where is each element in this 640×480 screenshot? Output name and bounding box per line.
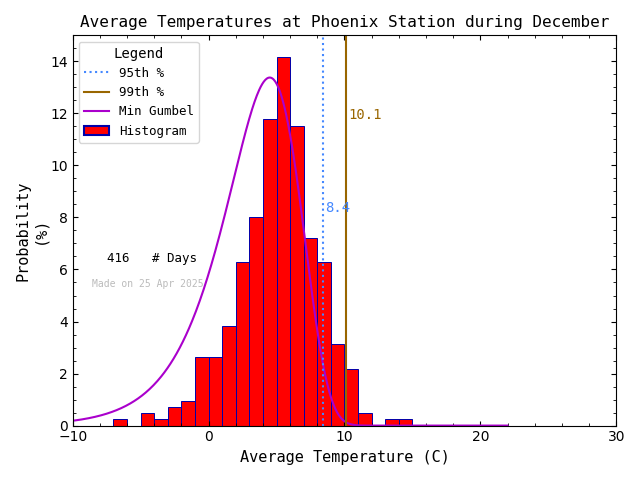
Bar xyxy=(276,57,290,426)
Bar xyxy=(358,413,372,426)
Bar xyxy=(168,407,181,426)
Bar xyxy=(290,126,304,426)
Bar xyxy=(209,357,222,426)
Bar xyxy=(236,262,250,426)
Bar xyxy=(317,262,331,426)
Bar xyxy=(154,420,168,426)
Legend: 95th %, 99th %, Min Gumbel, Histogram: 95th %, 99th %, Min Gumbel, Histogram xyxy=(79,42,199,143)
X-axis label: Average Temperature (C): Average Temperature (C) xyxy=(239,450,449,465)
Bar xyxy=(141,413,154,426)
Bar xyxy=(344,370,358,426)
Bar xyxy=(399,420,412,426)
Bar xyxy=(195,357,209,426)
Bar xyxy=(113,420,127,426)
Text: Made on 25 Apr 2025: Made on 25 Apr 2025 xyxy=(92,279,204,289)
Bar xyxy=(263,119,276,426)
Bar xyxy=(304,238,317,426)
Title: Average Temperatures at Phoenix Station during December: Average Temperatures at Phoenix Station … xyxy=(80,15,609,30)
Bar xyxy=(250,217,263,426)
Bar xyxy=(385,420,399,426)
Y-axis label: Probability
(%): Probability (%) xyxy=(15,180,47,281)
Text: 10.1: 10.1 xyxy=(349,108,382,121)
Bar xyxy=(331,345,344,426)
Text: 416   # Days: 416 # Days xyxy=(92,252,196,265)
Bar xyxy=(181,401,195,426)
Text: 8.4: 8.4 xyxy=(325,201,351,215)
Bar xyxy=(222,325,236,426)
